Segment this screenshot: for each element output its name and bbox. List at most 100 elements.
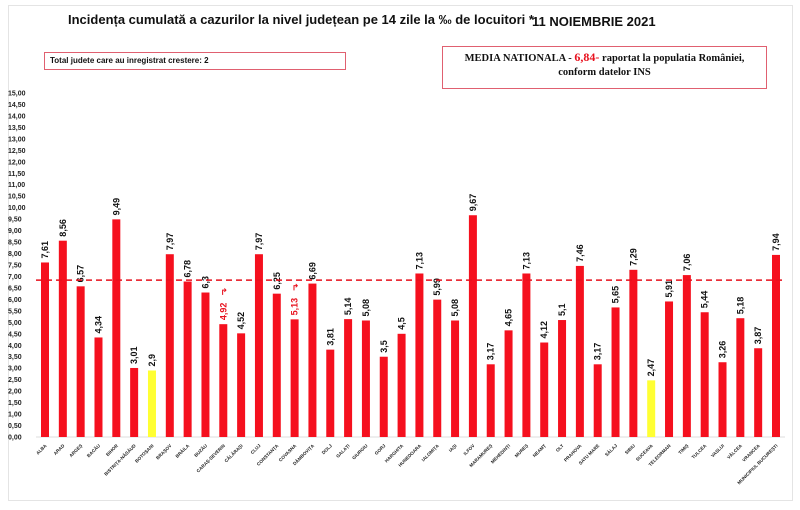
value-label: 4,5 <box>397 317 407 330</box>
bar-covasna <box>290 319 299 437</box>
category-label: SIBIU <box>624 443 637 456</box>
bar-mehedinți <box>504 330 513 437</box>
bar-teleorman <box>665 301 674 437</box>
y-tick-label: 11,00 <box>8 182 25 189</box>
increase-arrow-icon: ↱ <box>220 288 228 298</box>
bar-sibiu <box>629 269 638 437</box>
value-label: 5,91 <box>664 280 674 298</box>
y-tick-label: 13,00 <box>8 136 26 143</box>
category-label: NEAMȚ <box>532 443 547 458</box>
category-label: BISTRIȚA-NĂSĂUD <box>103 442 138 477</box>
national-prefix: MEDIA NATIONALA - <box>464 53 575 64</box>
bar-brăila <box>183 281 192 437</box>
category-label: OLT <box>555 443 565 453</box>
value-label: 5,65 <box>611 286 621 304</box>
y-tick-label: 6,00 <box>8 297 22 304</box>
y-tick-label: 14,00 <box>8 113 26 120</box>
bar-arad <box>58 240 67 437</box>
category-label: CĂLĂRAȘI <box>223 442 245 464</box>
y-tick-label: 7,00 <box>8 274 22 281</box>
y-tick-label: 15,00 <box>8 91 26 98</box>
value-label: 7,61 <box>40 241 50 259</box>
category-label: BOTOȘANI <box>134 443 155 464</box>
y-tick-label: 13,50 <box>8 125 26 132</box>
value-label: 4,12 <box>539 321 549 339</box>
category-label: ALBA <box>35 443 48 456</box>
y-tick-label: 12,50 <box>8 148 26 155</box>
value-label: 5,99 <box>432 278 442 296</box>
value-label: 5,08 <box>361 299 371 317</box>
category-label: MUREȘ <box>514 443 530 459</box>
bar-călărași <box>237 333 246 437</box>
value-label: 7,97 <box>254 233 264 251</box>
value-label: 6,3 <box>200 276 210 289</box>
y-tick-label: 9,50 <box>8 217 22 224</box>
value-label: 4,52 <box>236 312 246 330</box>
bar-mureș <box>522 273 531 437</box>
value-label: 8,56 <box>58 219 68 237</box>
value-label: 7,94 <box>771 233 781 251</box>
national-suffix: raportat la populatia României, <box>599 53 745 64</box>
category-label: BACĂU <box>85 442 101 458</box>
category-label: BRAȘOV <box>155 443 174 462</box>
y-tick-label: 8,50 <box>8 240 22 247</box>
value-label: 2,9 <box>147 354 157 367</box>
bar-vrancea <box>754 348 763 437</box>
bar-maramureș <box>486 364 495 437</box>
chart-title: Incidența cumulată a cazurilor la nivel … <box>68 12 534 27</box>
increase-count-box: Total judete care au inregistrat crester… <box>44 52 346 70</box>
bar-harghita <box>397 333 406 437</box>
bar-dâmbovița <box>308 283 317 437</box>
y-tick-label: 14,50 <box>8 102 26 109</box>
value-label: 2,47 <box>646 359 656 377</box>
value-label: 3,01 <box>129 346 139 364</box>
bar-sălaj <box>611 307 620 437</box>
category-label: CLUJ <box>250 443 262 455</box>
value-label: 6,78 <box>183 260 193 278</box>
bar-hunedoara <box>415 273 424 437</box>
category-label: ARAD <box>53 443 66 456</box>
bar-vaslui <box>718 362 727 437</box>
value-label: 7,46 <box>575 244 585 262</box>
category-label: BRĂILA <box>174 442 191 459</box>
bar-bistrița-năsăud <box>130 367 139 437</box>
bar-dolj <box>326 349 335 437</box>
y-tick-label: 7,50 <box>8 263 22 270</box>
y-tick-label: 1,50 <box>8 400 22 407</box>
bar-suceava <box>647 380 656 437</box>
value-label: 5,1 <box>557 304 567 317</box>
category-label: SĂLAJ <box>603 442 618 457</box>
y-tick-label: 10,00 <box>8 205 26 212</box>
y-tick-label: 10,50 <box>8 194 26 201</box>
national-line2: conform datelor INS <box>558 67 651 78</box>
bar-bihor <box>112 219 121 437</box>
bar-timiș <box>682 275 691 437</box>
category-label: TIMIȘ <box>677 443 690 456</box>
y-tick-label: 8,00 <box>8 251 22 258</box>
category-label: VÂLCEA <box>725 442 743 460</box>
y-tick-label: 4,00 <box>8 343 22 350</box>
bar-caraș-severin <box>219 324 228 437</box>
bar-satu-mare <box>593 364 602 437</box>
y-tick-label: 5,00 <box>8 320 22 327</box>
y-tick-label: 11,50 <box>8 171 25 178</box>
bar-gorj <box>379 356 388 437</box>
y-tick-label: 3,50 <box>8 354 22 361</box>
y-tick-label: 2,50 <box>8 377 22 384</box>
y-tick-label: 2,00 <box>8 389 22 396</box>
value-label: 7,13 <box>521 252 531 270</box>
value-label: 6,69 <box>307 262 317 280</box>
national-value: 6,84- <box>574 50 600 64</box>
value-label: 4,34 <box>93 316 103 334</box>
category-label: GIURGIU <box>351 443 369 461</box>
increase-arrow-icon: ↱ <box>292 283 300 293</box>
chart-date: 11 NOIEMBRIE 2021 <box>532 14 656 29</box>
y-tick-label: 4,50 <box>8 331 22 338</box>
y-tick-label: 6,50 <box>8 285 22 292</box>
y-tick-label: 3,00 <box>8 366 22 373</box>
value-label: 5,08 <box>450 299 460 317</box>
bar-prahova <box>575 265 584 437</box>
value-label: 3,81 <box>325 328 335 346</box>
bar-ialomița <box>433 299 442 437</box>
value-label: 5,44 <box>700 291 710 309</box>
